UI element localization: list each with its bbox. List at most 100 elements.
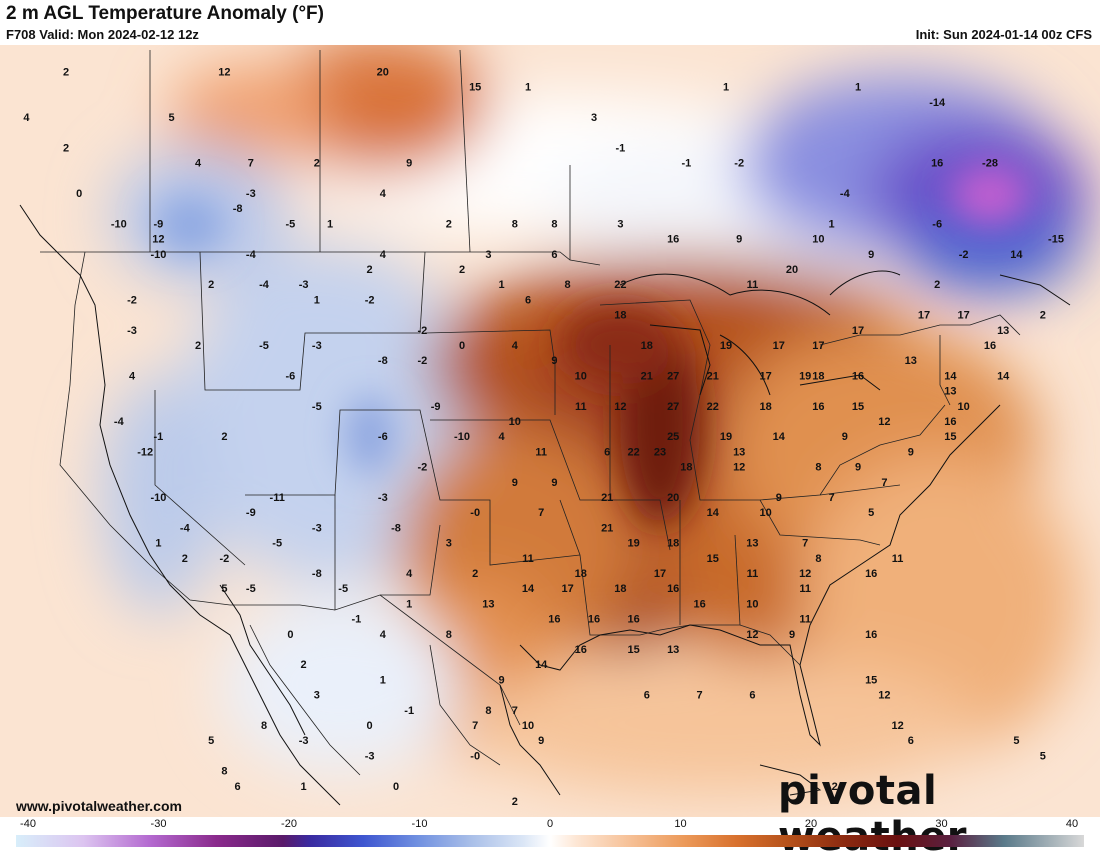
colorbar-tick-2: -20: [281, 818, 297, 830]
anomaly-value-71: 2: [195, 340, 201, 352]
anomaly-value-111: 10: [509, 416, 521, 428]
anomaly-value-109: 10: [957, 401, 969, 413]
colorbar-labels: -40 -30 -20 -10 0 10 20 30 40: [0, 818, 1100, 834]
anomaly-value-16: -1: [616, 142, 626, 154]
anomaly-value-208: 3: [314, 690, 320, 702]
anomaly-value-146: 7: [829, 492, 835, 504]
anomaly-value-26: -8: [233, 203, 243, 215]
anomaly-value-212: 6: [644, 690, 650, 702]
anomaly-value-6: 1: [855, 82, 861, 94]
anomaly-value-116: -6: [378, 431, 388, 443]
anomaly-value-83: 4: [129, 370, 136, 382]
anomaly-value-93: 19: [799, 370, 811, 382]
anomaly-value-0: 2: [63, 66, 69, 78]
anomaly-value-61: -2: [127, 294, 137, 306]
anomaly-value-205: 14: [535, 659, 548, 671]
anomaly-value-100: -9: [431, 401, 441, 413]
anomaly-value-130: 13: [733, 446, 745, 458]
anomaly-value-80: 17: [812, 340, 824, 352]
anomaly-value-53: 2: [367, 264, 373, 276]
anomaly-value-166: 11: [892, 553, 904, 565]
coastlines: [19, 204, 1071, 806]
anomaly-value-60: 2: [934, 279, 940, 291]
anomaly-value-135: 12: [733, 462, 745, 474]
anomaly-value-65: 18: [614, 310, 626, 322]
anomaly-value-81: 17: [852, 325, 864, 337]
anomaly-value-76: 4: [512, 340, 519, 352]
anomaly-value-94: 18: [812, 370, 824, 382]
anomaly-value-196: 8: [446, 629, 452, 641]
anomaly-value-3: 15: [469, 82, 481, 94]
anomaly-value-22: 0: [76, 188, 82, 200]
anomaly-value-186: 11: [799, 583, 811, 595]
anomaly-value-148: -3: [312, 522, 322, 534]
anomaly-value-174: 12: [799, 568, 811, 580]
anomaly-value-38: 12: [152, 234, 164, 246]
anomaly-value-113: 16: [944, 416, 956, 428]
anomaly-value-189: 16: [548, 614, 560, 626]
anomaly-value-149: -8: [391, 522, 401, 534]
anomaly-value-62: 1: [314, 294, 320, 306]
anomaly-value-14: 2: [314, 158, 320, 170]
anomaly-value-187: -1: [352, 614, 362, 626]
anomaly-value-35: 1: [829, 218, 835, 230]
anomaly-value-231: 1: [301, 781, 307, 793]
anomaly-value-216: 8: [261, 720, 267, 732]
anomaly-value-7: 4: [23, 112, 30, 124]
anomaly-value-103: 27: [667, 401, 679, 413]
anomaly-value-147: -4: [180, 522, 191, 534]
anomaly-value-224: 6: [908, 735, 914, 747]
anomaly-value-37: -15: [1048, 234, 1064, 246]
anomaly-value-1: 12: [218, 66, 230, 78]
anomaly-value-115: 2: [221, 431, 227, 443]
anomaly-value-112: 12: [878, 416, 890, 428]
anomaly-value-218: 7: [472, 720, 478, 732]
anomaly-value-234: 12: [825, 781, 837, 793]
anomaly-value-213: 7: [697, 690, 703, 702]
anomaly-value-136: 8: [815, 462, 821, 474]
anomaly-value-34: 3: [617, 218, 623, 230]
anomaly-value-110: -4: [114, 416, 125, 428]
anomaly-value-232: 0: [393, 781, 399, 793]
anomaly-value-207: 9: [499, 674, 505, 686]
valid-time: F708 Valid: Mon 2024-02-12 12z: [6, 27, 199, 42]
anomaly-value-194: 0: [287, 629, 293, 641]
anomaly-value-176: 16: [865, 568, 877, 580]
anomaly-value-155: 5: [868, 507, 874, 519]
anomaly-value-134: 18: [680, 462, 692, 474]
anomaly-value-188: 1: [406, 598, 412, 610]
anomaly-value-20: -28: [982, 158, 998, 170]
colorbar-tick-5: 10: [674, 818, 687, 830]
anomaly-value-161: 19: [627, 538, 639, 550]
anomaly-value-159: -5: [272, 538, 282, 550]
anomaly-value-154: 10: [759, 507, 771, 519]
anomaly-value-220: 12: [891, 720, 903, 732]
anomaly-value-59: 20: [786, 264, 798, 276]
anomaly-value-128: 22: [627, 446, 639, 458]
anomaly-value-211: 7: [512, 705, 518, 717]
anomaly-value-90: 27: [667, 370, 679, 382]
anomaly-value-228: -0: [470, 750, 480, 762]
anomaly-value-95: 16: [852, 370, 864, 382]
anomaly-value-28: -10: [111, 218, 127, 230]
anomaly-value-169: 4: [406, 568, 413, 580]
anomaly-value-124: -12: [137, 446, 153, 458]
anomaly-value-49: 14: [1010, 249, 1023, 261]
anomaly-value-43: 6: [551, 249, 557, 261]
anomaly-value-120: 19: [720, 431, 732, 443]
anomaly-value-233: 2: [512, 796, 518, 808]
anomaly-value-165: 7: [802, 538, 808, 550]
anomaly-value-162: 18: [667, 538, 679, 550]
anomaly-value-44: 16: [667, 234, 679, 246]
map-header: 2 m AGL Temperature Anomaly (°F) F708 Va…: [0, 0, 1100, 45]
anomaly-value-102: 12: [614, 401, 626, 413]
anomaly-value-105: 18: [759, 401, 771, 413]
anomaly-value-98: 14: [997, 370, 1010, 382]
anomaly-value-36: -6: [932, 218, 942, 230]
anomaly-value-77: 18: [641, 340, 653, 352]
anomaly-value-15: 9: [406, 158, 412, 170]
anomaly-value-175: 8: [815, 553, 821, 565]
anomaly-value-144: 20: [667, 492, 679, 504]
anomaly-value-58: 11: [747, 279, 759, 291]
